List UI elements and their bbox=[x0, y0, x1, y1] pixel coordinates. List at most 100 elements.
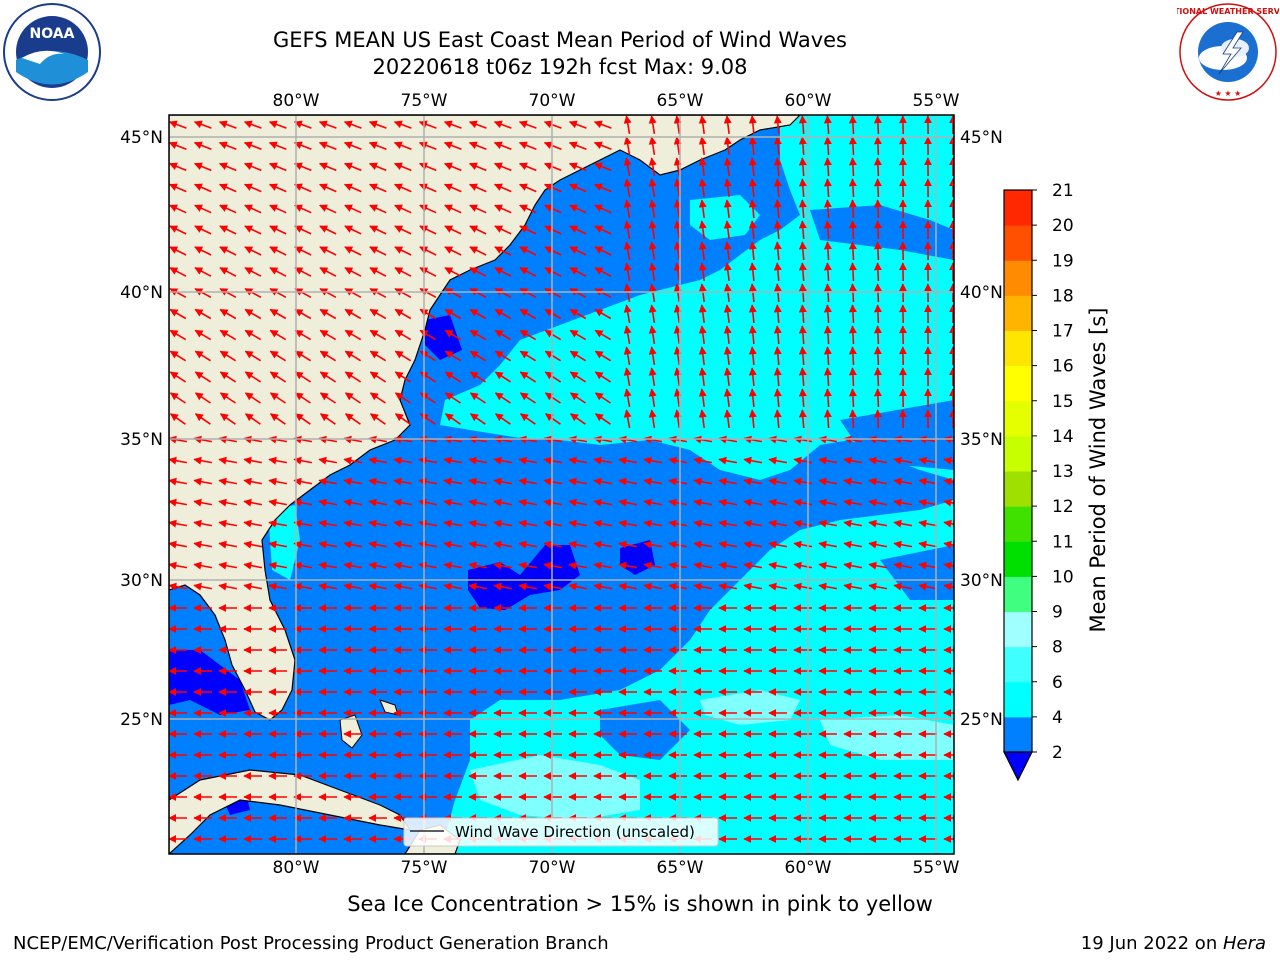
wind-wave-arrow bbox=[293, 141, 312, 151]
colorbar-tick-label: 17 bbox=[1052, 322, 1074, 342]
wind-wave-arrow bbox=[823, 136, 832, 156]
wind-wave-arrow bbox=[268, 561, 288, 570]
wind-wave-arrow bbox=[193, 120, 212, 129]
wind-wave-arrow bbox=[773, 220, 782, 240]
wind-wave-arrow bbox=[698, 346, 707, 366]
wind-wave-arrow bbox=[444, 204, 462, 214]
wind-wave-arrow bbox=[748, 241, 757, 261]
wind-wave-arrow bbox=[943, 498, 954, 507]
wind-wave-arrow bbox=[544, 413, 561, 425]
wind-wave-arrow bbox=[544, 246, 562, 256]
wind-wave-arrow bbox=[593, 540, 613, 549]
wind-wave-arrow bbox=[643, 561, 663, 570]
wind-wave-arrow bbox=[643, 498, 663, 507]
wind-wave-arrow bbox=[469, 329, 487, 341]
wind-wave-arrow bbox=[418, 120, 437, 129]
wind-wave-arrow bbox=[748, 346, 757, 366]
wind-wave-arrow bbox=[244, 204, 262, 214]
colorbar-segment bbox=[1004, 365, 1032, 402]
wind-wave-arrow bbox=[868, 582, 888, 591]
ocean-band-2-4-pocket bbox=[840, 400, 954, 470]
lon-tick-label: 75°W bbox=[401, 91, 448, 111]
wind-wave-arrow bbox=[618, 582, 638, 591]
ocean-band-4-6-patch bbox=[690, 195, 760, 240]
wind-wave-arrow bbox=[268, 120, 287, 129]
wind-wave-arrow bbox=[818, 582, 838, 591]
colorbar-tick-label: 16 bbox=[1052, 357, 1074, 377]
wind-wave-arrow bbox=[593, 519, 613, 528]
wind-wave-arrow bbox=[219, 287, 237, 299]
wind-wave-arrow bbox=[648, 157, 657, 177]
wind-wave-arrow bbox=[393, 498, 413, 507]
wind-wave-arrow bbox=[218, 183, 237, 193]
wind-wave-arrow bbox=[823, 241, 832, 261]
wind-wave-arrow bbox=[393, 162, 412, 172]
wind-wave-arrow bbox=[169, 371, 187, 383]
wind-wave-arrow bbox=[419, 246, 437, 256]
wind-wave-arrow bbox=[169, 287, 187, 299]
wind-wave-arrow bbox=[918, 456, 938, 465]
wind-wave-arrow bbox=[569, 413, 586, 425]
wind-wave-arrow bbox=[344, 308, 362, 320]
wind-wave-arrow bbox=[893, 477, 913, 486]
wind-wave-arrow bbox=[648, 388, 657, 408]
wind-wave-arrow bbox=[369, 329, 387, 341]
wind-wave-arrow bbox=[344, 246, 362, 256]
wind-wave-arrow bbox=[269, 413, 286, 425]
wind-wave-arrow bbox=[768, 519, 788, 528]
wind-wave-arrow bbox=[623, 346, 632, 366]
wind-wave-arrow bbox=[494, 329, 512, 341]
wind-wave-arrow bbox=[623, 178, 632, 198]
wind-wave-arrow bbox=[569, 329, 587, 341]
ocean-band-6-8 bbox=[470, 755, 640, 820]
wind-wave-arrow bbox=[219, 267, 237, 277]
wind-wave-arrow bbox=[648, 283, 657, 303]
wind-wave-arrow bbox=[169, 540, 188, 549]
host-name: Hera bbox=[1222, 933, 1266, 954]
wind-wave-arrow bbox=[294, 308, 312, 320]
wind-wave-arrow bbox=[748, 388, 757, 408]
wind-wave-arrow bbox=[244, 287, 262, 299]
wind-wave-arrow bbox=[873, 388, 882, 408]
wind-wave-arrow bbox=[493, 540, 513, 549]
nws-logo-text: NATIONAL WEATHER SERVICE bbox=[1177, 7, 1279, 16]
wind-wave-arrow bbox=[319, 267, 337, 277]
wind-wave-arrow bbox=[394, 308, 412, 320]
wind-wave-arrow bbox=[468, 561, 488, 570]
wind-wave-arrow bbox=[318, 498, 338, 507]
wind-wave-arrow bbox=[594, 329, 612, 341]
noaa-logo-text: NOAA bbox=[30, 26, 75, 42]
wind-wave-arrow bbox=[568, 120, 587, 129]
wind-wave-arrow bbox=[493, 141, 512, 151]
wind-wave-arrow bbox=[443, 561, 463, 570]
wind-wave-arrow bbox=[169, 162, 187, 172]
wind-wave-arrow bbox=[169, 267, 187, 277]
wind-wave-arrow bbox=[594, 371, 612, 383]
wind-wave-arrow bbox=[673, 241, 682, 261]
wind-wave-arrow bbox=[943, 540, 954, 549]
wind-wave-arrow bbox=[269, 225, 287, 235]
wind-wave-arrow bbox=[673, 178, 682, 198]
wind-wave-arrow bbox=[518, 120, 537, 129]
lat-tick-label: 45°N bbox=[960, 128, 1003, 148]
wind-wave-arrow bbox=[418, 477, 438, 486]
wind-wave-arrow bbox=[444, 287, 462, 299]
wind-wave-arrow bbox=[848, 115, 857, 135]
wind-wave-arrow bbox=[594, 350, 612, 362]
wind-wave-arrow bbox=[873, 283, 882, 303]
wind-wave-arrow bbox=[268, 582, 288, 591]
wind-wave-arrow bbox=[648, 367, 657, 387]
wind-wave-arrow bbox=[873, 304, 882, 324]
wind-wave-arrow bbox=[468, 162, 487, 172]
wind-wave-arrow bbox=[848, 199, 857, 219]
wind-wave-arrow bbox=[818, 477, 838, 486]
lon-tick-label: 60°W bbox=[785, 91, 832, 111]
wind-wave-arrow bbox=[543, 540, 563, 549]
wind-wave-arrow bbox=[718, 456, 738, 465]
wind-wave-arrow bbox=[623, 241, 632, 261]
wind-wave-arrow bbox=[443, 540, 463, 549]
wind-wave-arrow bbox=[848, 409, 857, 429]
wind-wave-arrow bbox=[823, 409, 832, 429]
wind-wave-arrow bbox=[369, 204, 387, 214]
